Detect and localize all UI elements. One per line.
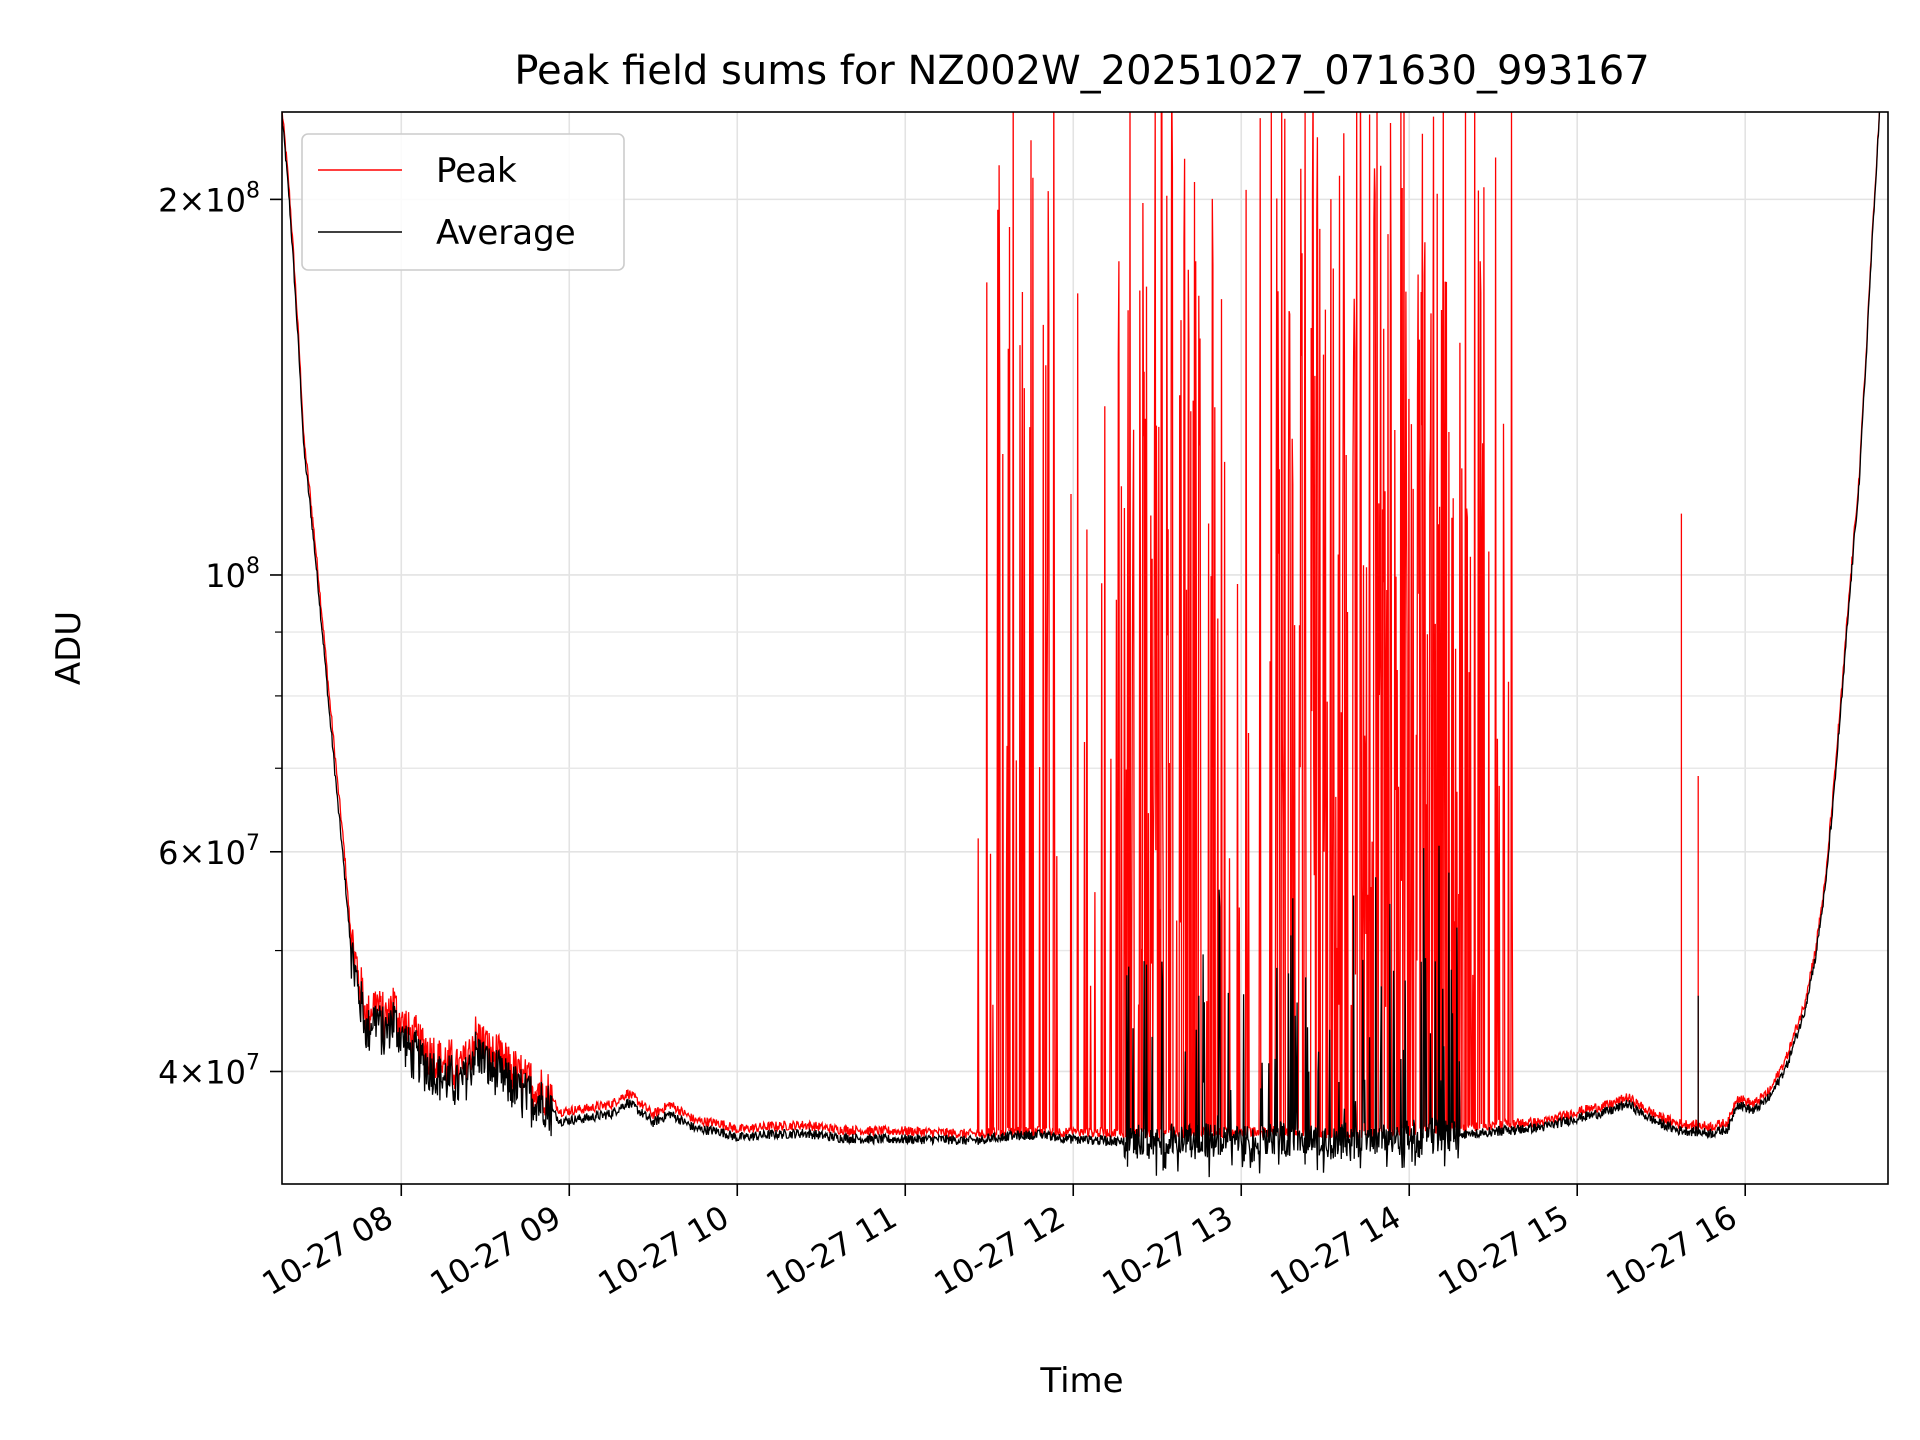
- x-axis-label: Time: [1039, 1361, 1123, 1401]
- series-layer: [282, 112, 1881, 1178]
- y-tick-label: 2×108: [158, 178, 260, 219]
- plot-frame: [281, 111, 1889, 1185]
- chart-title: Peak field sums for NZ002W_20251027_0716…: [514, 48, 1649, 94]
- y-tick-label: 4×107: [158, 1050, 260, 1091]
- y-tick-label: 6×107: [158, 831, 260, 872]
- legend-peak-label: Peak: [436, 151, 517, 191]
- y-tick-label: 108: [205, 554, 260, 595]
- legend-box: [301, 133, 625, 271]
- legend-average-label: Average: [436, 213, 576, 253]
- series-average-line: [282, 112, 1881, 1178]
- legend: Peak Average: [301, 133, 625, 271]
- y-axis-label: ADU: [49, 611, 89, 685]
